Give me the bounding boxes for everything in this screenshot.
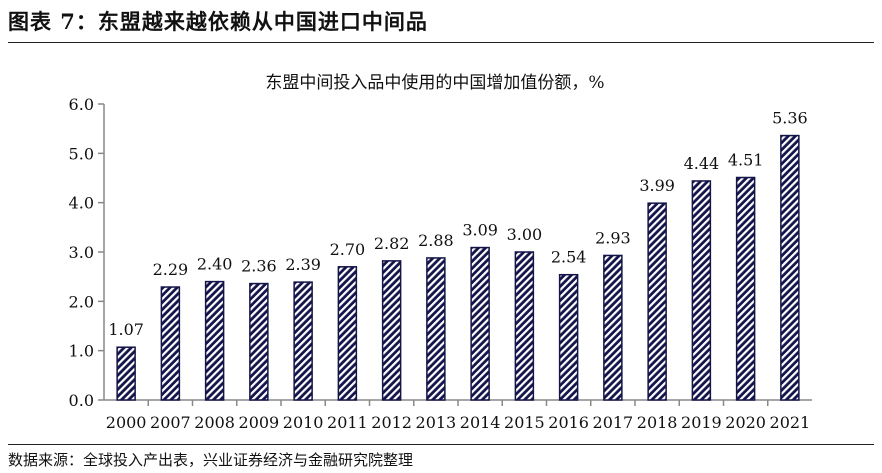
bar	[160, 286, 181, 401]
bar-value-label: 2.93	[595, 228, 631, 247]
x-tick-label: 2021	[770, 413, 811, 432]
x-tick-label: 2007	[150, 413, 191, 432]
bar	[204, 280, 225, 401]
bar-value-label: 2.54	[551, 248, 587, 267]
bar-value-label: 3.00	[507, 225, 543, 244]
x-tick-label: 2011	[327, 413, 368, 432]
y-tick-label: 0.0	[69, 391, 94, 410]
y-tick-label: 5.0	[69, 144, 94, 163]
x-tick-label: 2014	[460, 413, 501, 432]
x-tick-label: 2013	[416, 413, 457, 432]
bar	[337, 266, 358, 401]
bar-value-label: 1.07	[108, 320, 144, 339]
x-tick-label: 2019	[681, 413, 722, 432]
x-tick-label: 2016	[548, 413, 589, 432]
x-tick-label: 2018	[637, 413, 678, 432]
bottom-rule	[8, 444, 874, 445]
bar	[293, 281, 313, 401]
y-tick-label: 6.0	[69, 95, 94, 114]
bar-value-label: 3.99	[639, 176, 675, 195]
chart-title: 东盟中间投入品中使用的中国增加值份额，%	[265, 72, 604, 93]
bar-value-label: 2.29	[153, 260, 189, 279]
bar	[558, 273, 579, 401]
bar	[116, 346, 136, 401]
bar-value-label: 5.36	[772, 109, 808, 128]
figure-title: 图表 7：东盟越来越依赖从中国进口中间品	[8, 9, 428, 34]
bar-value-label: 2.40	[197, 255, 233, 274]
bar	[780, 134, 800, 401]
bar	[426, 257, 446, 401]
x-tick-label: 2009	[239, 413, 280, 432]
bar-value-label: 4.44	[684, 154, 720, 173]
bar-value-label: 4.51	[728, 151, 764, 170]
bar	[603, 254, 623, 401]
bar-value-label: 2.36	[241, 257, 277, 276]
bar-value-label: 2.88	[418, 231, 454, 250]
x-tick-label: 2010	[283, 413, 324, 432]
x-tick-label: 2015	[504, 413, 545, 432]
y-tick-label: 4.0	[69, 194, 94, 213]
source-note: 数据来源：全球投入产出表，兴业证券经济与金融研究院整理	[8, 451, 414, 469]
bar	[514, 251, 535, 401]
x-tick-label: 2008	[194, 413, 235, 432]
bar-value-label: 2.39	[285, 255, 321, 274]
bar	[691, 180, 712, 401]
bar-value-label: 2.82	[374, 234, 410, 253]
bar	[647, 202, 667, 401]
y-tick-label: 1.0	[69, 342, 94, 361]
bar	[381, 260, 402, 401]
top-rule	[8, 42, 874, 43]
bar	[470, 246, 490, 401]
bar-value-label: 3.09	[462, 221, 498, 240]
y-tick-label: 3.0	[69, 243, 94, 262]
x-tick-label: 2020	[725, 413, 766, 432]
bar	[735, 176, 756, 401]
x-tick-label: 2000	[106, 413, 147, 432]
x-tick-label: 2017	[593, 413, 634, 432]
x-tick-label: 2012	[371, 413, 412, 432]
bar	[249, 282, 269, 401]
y-tick-label: 2.0	[69, 292, 94, 311]
bar-value-label: 2.70	[330, 240, 366, 259]
